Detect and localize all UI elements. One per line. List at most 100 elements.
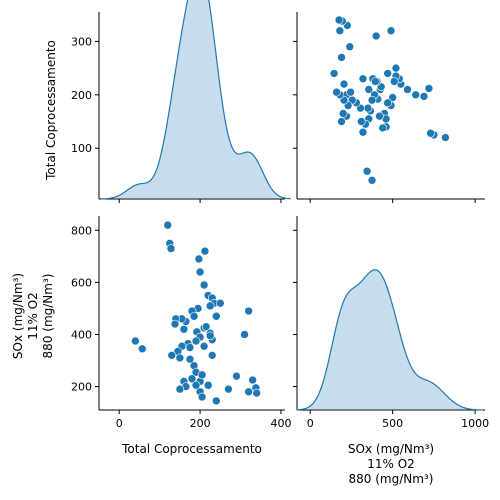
scatter-bottom-point [195,267,205,277]
scatter-bottom-y-tick-label: 600 [71,276,92,289]
scatter-bottom-point [191,336,201,346]
scatter-top-point [358,127,368,137]
y-axis-label-sox-line: 11% O2 [26,292,40,340]
sox-kde-x-tick-label: 0 [307,417,314,430]
scatter-top-point [419,92,429,101]
scatter-top-point [367,95,377,105]
scatter-top-point [411,90,421,100]
total-kde-area [101,0,291,199]
scatter-bottom-x-tick-label: 200 [190,417,211,430]
scatter-bottom-point [211,311,221,321]
scatter-top-point [337,53,346,62]
scatter-bottom-point [201,322,211,331]
scatter-top-point [345,42,355,52]
scatter-top-point [424,84,434,93]
scatter-top-point [335,26,345,36]
scatter-bottom-point [163,220,173,230]
x-axis-label-total: Total Coprocessamento [121,442,262,456]
scatter-bottom-point [191,380,201,390]
total-kde-y-tick-label: 100 [71,142,92,155]
scatter-bottom-point [200,246,210,256]
scatter-top-point [334,15,344,25]
scatter-bottom-point [175,384,185,394]
scatter-top-point [389,77,399,86]
scatter-top-point [358,74,368,84]
scatter-bottom-point [199,280,209,290]
scatter-top-point [378,123,388,133]
y-axis-label-sox-line: 880 (mg/Nm³) [41,274,55,359]
scatter-top-point [386,26,396,36]
scatter-top-point [339,79,349,89]
scatter-bottom-point [189,311,199,321]
total-kde-line [101,0,291,200]
scatter-bottom-point [170,319,180,329]
scatter-top-point [383,69,393,78]
scatter-top-point [441,133,450,142]
scatter-top-point [338,109,348,118]
sox-kde-line [296,269,483,411]
scatter-top-point [363,103,373,113]
scatter-top-point [388,93,397,102]
scatter-top-point [367,176,377,185]
total-kde-y-tick-label: 300 [71,35,92,48]
scatter-top-point [403,85,412,94]
scatter-top-point [329,69,339,78]
axis-labels: Total Coprocessamento SOx (mg/Nm³)11% O28… [11,40,434,486]
scatter-bottom-x-tick-label: 0 [116,417,123,430]
scatter-bottom-point [197,392,207,402]
panel-sox-vs-total-scatter: 0 200 400 200 400 600 800 [71,216,291,430]
scatter-bottom-y-tick-label: 200 [71,381,92,394]
y-axis-label-total: Total Coprocessamento [44,40,58,181]
scatter-bottom-point [194,254,204,264]
scatter-top-point [371,31,381,41]
scatter-bottom-x-tick-label: 400 [270,417,291,430]
scatter-top-point [391,63,401,73]
x-axis-label-sox-line: 880 (mg/Nm³) [349,472,434,486]
scatter-bottom-point [199,341,209,351]
sox-kde-x-tick-label: 1000 [461,417,489,430]
scatter-bottom-point [131,336,140,346]
scatter-bottom-point [205,331,215,341]
scatter-bottom-y-tick-label: 800 [71,224,92,237]
scatter-bottom-point [179,324,189,334]
sox-kde-x-tick-label: 500 [382,417,403,430]
scatter-bottom-point [216,298,225,308]
y-axis-label-sox-line: SOx (mg/Nm³) [11,273,25,359]
scatter-bottom-point [207,351,217,360]
scatter-top-point [337,117,346,126]
scatter-top-point [371,77,380,86]
scatter-bottom-point [244,387,253,397]
scatter-top-point [362,166,372,176]
panel-sox-kde: 0 500 1000 [293,216,489,430]
scatter-bottom-point [166,244,176,253]
panel-total-vs-sox-scatter [293,12,485,203]
scatter-bottom-point [240,330,249,339]
scatter-bottom-point [232,371,241,381]
scatter-bottom-point [175,353,185,363]
scatter-bottom-point [167,351,177,360]
scatter-top-point [375,111,384,121]
scatter-bottom-point [137,344,147,354]
scatter-bottom-point [187,374,197,384]
scatter-top-point [364,85,374,94]
scatter-bottom-point [203,380,213,390]
scatter-bottom-point [224,384,233,394]
scatter-top-point [426,128,435,138]
panel-total-kde: 100 200 300 [71,0,291,203]
x-axis-label-sox-line: SOx (mg/Nm³) [348,442,434,456]
scatter-top-point [346,87,355,97]
scatter-bottom-point [248,375,257,385]
total-kde-y-tick-label: 200 [71,89,92,102]
sox-kde-area [296,269,483,410]
scatter-bottom-point [185,354,195,364]
scatter-bottom-point [205,301,215,311]
scatter-bottom-point [211,396,221,406]
scatter-top-point [357,117,366,126]
scatter-top-point [383,98,393,108]
scatter-bottom-point [197,370,207,380]
scatter-top-point [332,87,341,97]
scatter-bottom-point [252,388,262,398]
x-axis-label-sox-line: 11% O2 [367,457,415,471]
scatter-bottom-point [185,343,195,352]
